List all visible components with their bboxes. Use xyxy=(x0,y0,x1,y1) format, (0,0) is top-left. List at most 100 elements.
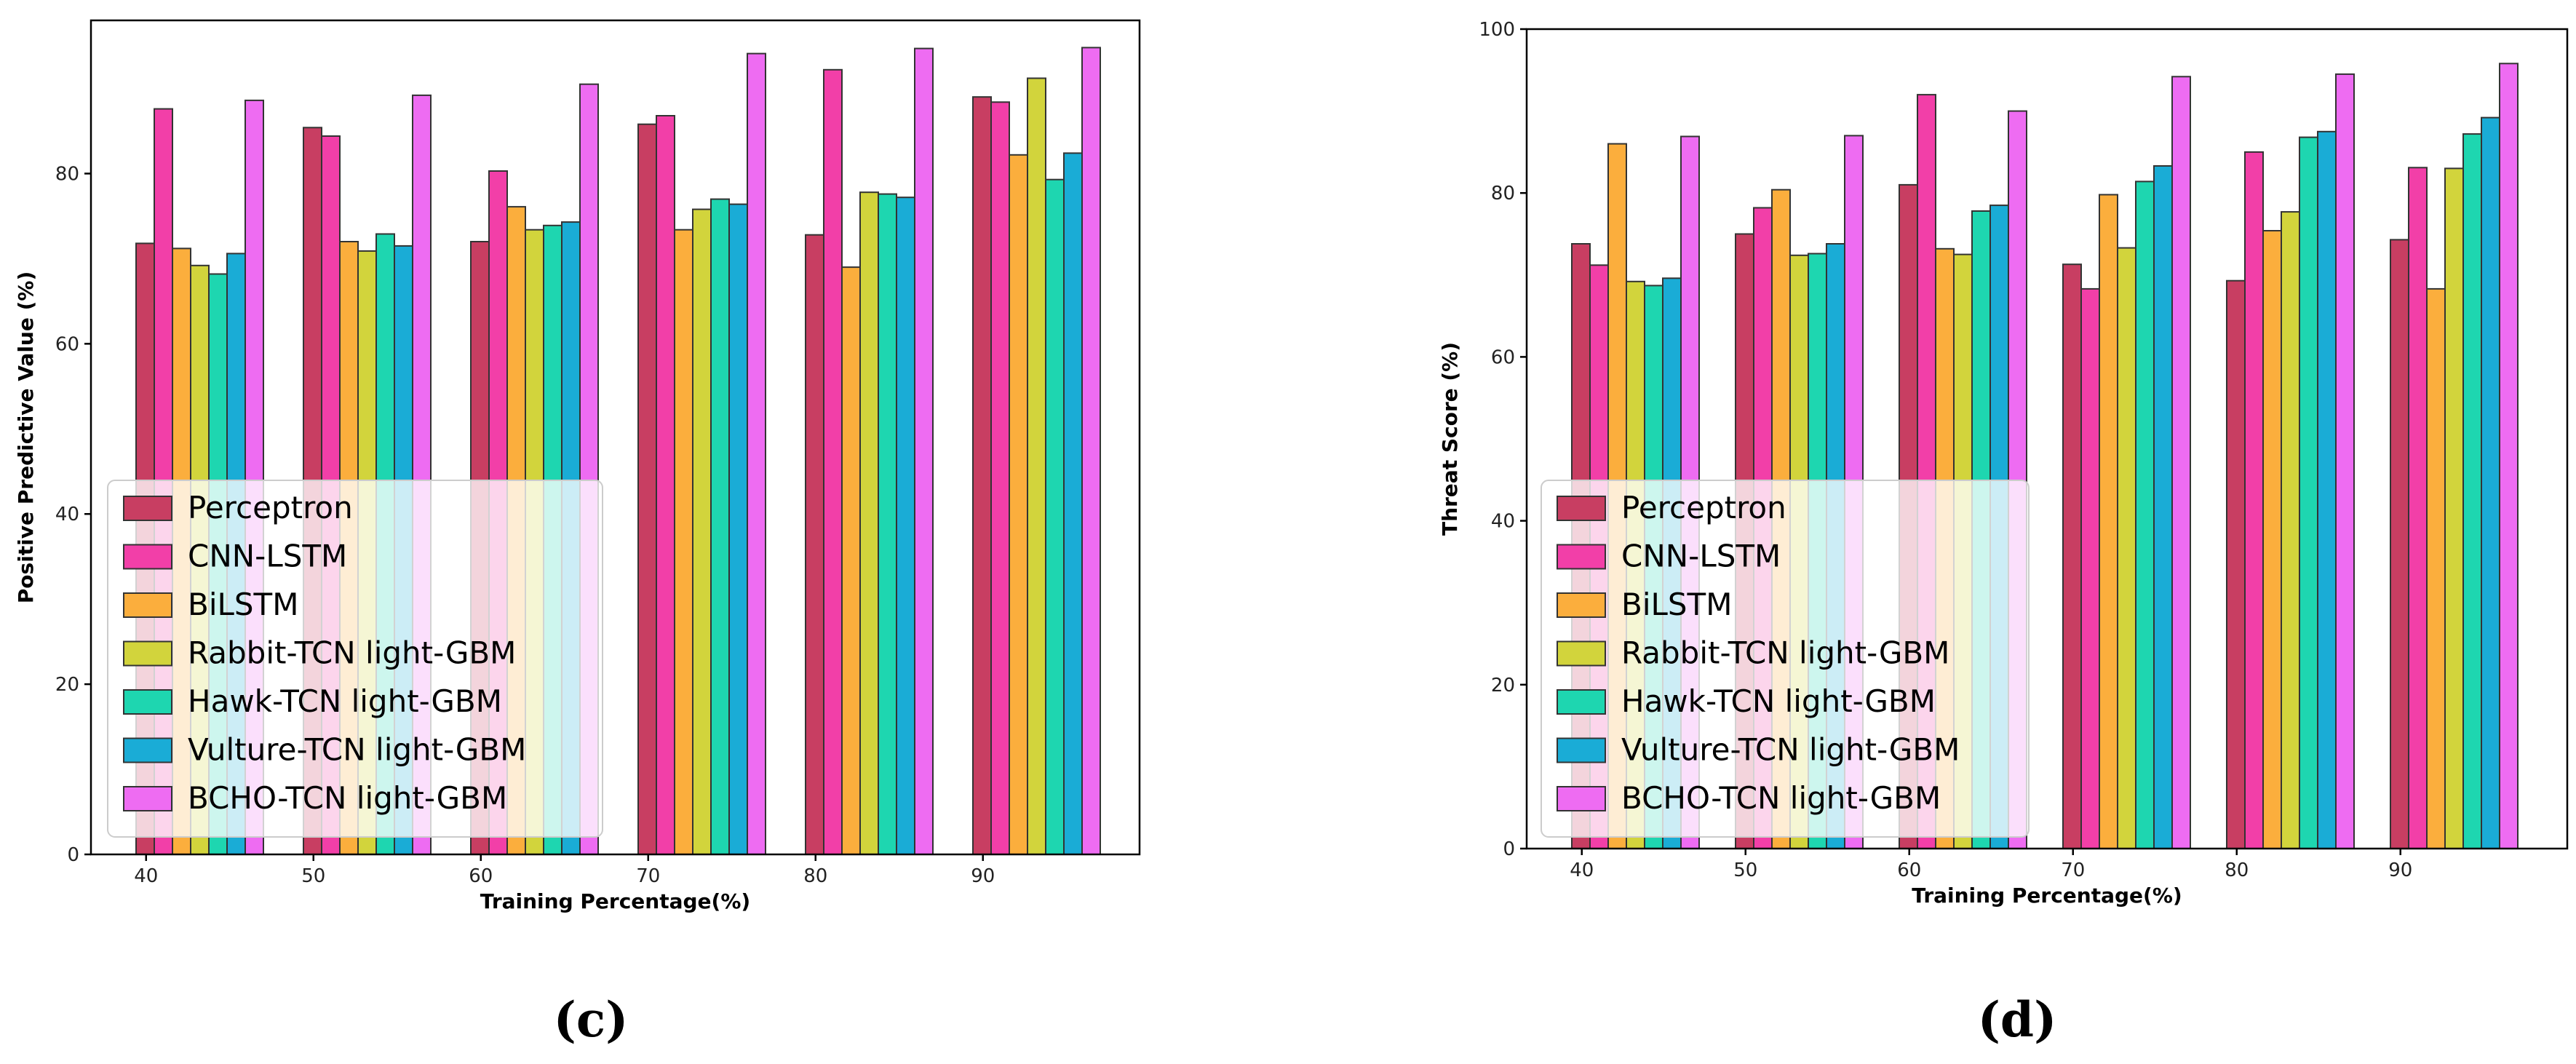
bar-hawk-tcn-light-gbm-80 xyxy=(878,193,897,856)
bar-bilstm-90 xyxy=(2426,287,2446,849)
plot-frame xyxy=(90,19,1141,856)
legend-label: Hawk-TCN light-GBM xyxy=(188,683,502,719)
legend-label: Vulture-TCN light-GBM xyxy=(188,732,526,768)
bar-perceptron-80 xyxy=(805,234,824,855)
legend-box xyxy=(107,480,603,838)
legend: Perceptron CNN-LSTM BiLSTM Rabbit-TCN light… xyxy=(1541,480,2030,838)
legend-label: Rabbit-TCN light-GBM xyxy=(1621,635,1949,671)
bar-hawk-tcn-light-gbm-90 xyxy=(1045,178,1065,855)
bar-vulture-tcn-light-gbm-80 xyxy=(2317,130,2337,850)
legend-label: Rabbit-TCN light-GBM xyxy=(188,635,516,671)
bar-perceptron-80 xyxy=(2226,279,2246,849)
bar-cnn-lstm-90 xyxy=(990,101,1010,855)
y-axis-title: Positive Predictive Value (%) xyxy=(14,271,38,603)
bar-perceptron-70 xyxy=(2062,263,2082,849)
legend-swatch xyxy=(1557,786,1606,811)
x-tick-label: 80 xyxy=(2225,859,2249,881)
x-tick-label: 50 xyxy=(1733,859,1757,881)
bar-cnn-lstm-90 xyxy=(2408,167,2428,850)
bar-vulture-tcn-light-gbm-80 xyxy=(896,196,915,855)
legend-label: Vulture-TCN light-GBM xyxy=(1621,732,1960,768)
legend-label: CNN-LSTM xyxy=(1621,539,1781,574)
x-tick-label: 40 xyxy=(1570,859,1594,881)
bar-cnn-lstm-80 xyxy=(823,68,843,855)
x-tick-label: 60 xyxy=(469,865,493,887)
bar-rabbit-tcn-light-gbm-90 xyxy=(2444,167,2464,849)
x-tick-label: 60 xyxy=(1897,859,1921,881)
y-tick-label: 0 xyxy=(67,844,79,866)
bar-bcho-tcn-light-gbm-80 xyxy=(2335,73,2355,849)
x-axis-title: Training Percentage(%) xyxy=(480,889,750,913)
panel-label-c: (c) xyxy=(554,991,629,1048)
x-tick-label: 90 xyxy=(971,865,995,887)
bar-rabbit-tcn-light-gbm-90 xyxy=(1027,77,1046,855)
chart-panel-c: 0 20 40 60 80 40 50 60 70 80 90 Training Percentage… xyxy=(14,19,1141,913)
bar-rabbit-tcn-light-gbm-80 xyxy=(2281,211,2300,850)
bar-rabbit-tcn-light-gbm-80 xyxy=(859,191,879,855)
x-tick-label: 70 xyxy=(636,865,660,887)
legend-label: BCHO-TCN light-GBM xyxy=(188,780,507,816)
bar-hawk-tcn-light-gbm-90 xyxy=(2462,133,2482,850)
y-tick-label: 60 xyxy=(1491,346,1515,368)
bar-rabbit-tcn-light-gbm-70 xyxy=(2117,247,2136,850)
x-tick-label: 90 xyxy=(2388,859,2412,881)
y-tick-label: 80 xyxy=(55,163,79,185)
legend-swatch xyxy=(1557,689,1606,715)
x-axis-title: Training Percentage(%) xyxy=(1912,884,2182,908)
bar-vulture-tcn-light-gbm-70 xyxy=(2153,165,2173,849)
x-tick-label: 70 xyxy=(2061,859,2085,881)
legend-swatch xyxy=(123,592,172,618)
y-tick-label: 20 xyxy=(55,674,79,696)
legend-swatch xyxy=(123,496,172,521)
y-axis-title: Threat Score (%) xyxy=(1438,342,1462,536)
bar-bilstm-80 xyxy=(841,266,861,856)
bar-bilstm-70 xyxy=(674,229,693,855)
bar-perceptron-70 xyxy=(637,123,657,855)
legend-label: BiLSTM xyxy=(1621,587,1732,622)
legend-swatch xyxy=(123,737,172,763)
y-tick-label: 0 xyxy=(1503,838,1515,860)
y-tick-label: 100 xyxy=(1479,19,1515,41)
legend-label: BCHO-TCN light-GBM xyxy=(1621,780,1941,816)
legend: Perceptron CNN-LSTM BiLSTM Rabbit-TCN light… xyxy=(107,480,603,838)
bar-vulture-tcn-light-gbm-90 xyxy=(2481,116,2500,850)
bar-rabbit-tcn-light-gbm-70 xyxy=(692,208,712,856)
legend-swatch xyxy=(123,786,172,811)
y-tick-label: 60 xyxy=(55,333,79,355)
y-tick-label: 20 xyxy=(1491,675,1515,696)
bar-cnn-lstm-80 xyxy=(2244,151,2264,849)
bar-hawk-tcn-light-gbm-70 xyxy=(710,198,730,856)
bar-bilstm-70 xyxy=(2099,194,2118,849)
x-tick-label: 80 xyxy=(803,865,827,887)
legend-swatch xyxy=(1557,496,1606,521)
bar-bilstm-90 xyxy=(1009,154,1028,856)
bar-bcho-tcn-light-gbm-80 xyxy=(914,47,934,856)
bar-vulture-tcn-light-gbm-70 xyxy=(728,203,748,856)
legend-swatch xyxy=(1557,737,1606,763)
legend-label: CNN-LSTM xyxy=(188,539,347,574)
bar-bcho-tcn-light-gbm-90 xyxy=(2499,63,2519,849)
legend-swatch xyxy=(123,689,172,715)
bar-bilstm-80 xyxy=(2262,230,2282,849)
legend-swatch xyxy=(1557,592,1606,618)
legend-label: Hawk-TCN light-GBM xyxy=(1621,683,1936,719)
x-tick-label: 50 xyxy=(301,865,325,887)
bar-hawk-tcn-light-gbm-70 xyxy=(2135,180,2155,849)
x-tick-label: 40 xyxy=(134,865,158,887)
bar-vulture-tcn-light-gbm-90 xyxy=(1063,152,1083,855)
plot-frame xyxy=(1525,28,2569,850)
legend-box xyxy=(1541,480,2030,838)
chart-panel-d: 0 20 40 60 80 100 40 50 60 70 80 90 Training Percent… xyxy=(1438,19,2569,908)
bar-perceptron-90 xyxy=(2390,239,2409,849)
panel-label-d: (d) xyxy=(1978,991,2057,1048)
y-tick-label: 40 xyxy=(55,504,79,525)
legend-swatch xyxy=(1557,640,1606,667)
legend-swatch xyxy=(123,544,172,570)
bar-hawk-tcn-light-gbm-80 xyxy=(2299,136,2318,850)
legend-label: BiLSTM xyxy=(188,587,298,622)
bar-bcho-tcn-light-gbm-90 xyxy=(1081,47,1101,855)
bar-cnn-lstm-70 xyxy=(2080,287,2100,849)
y-tick-label: 40 xyxy=(1491,511,1515,533)
bar-cnn-lstm-70 xyxy=(656,115,675,855)
